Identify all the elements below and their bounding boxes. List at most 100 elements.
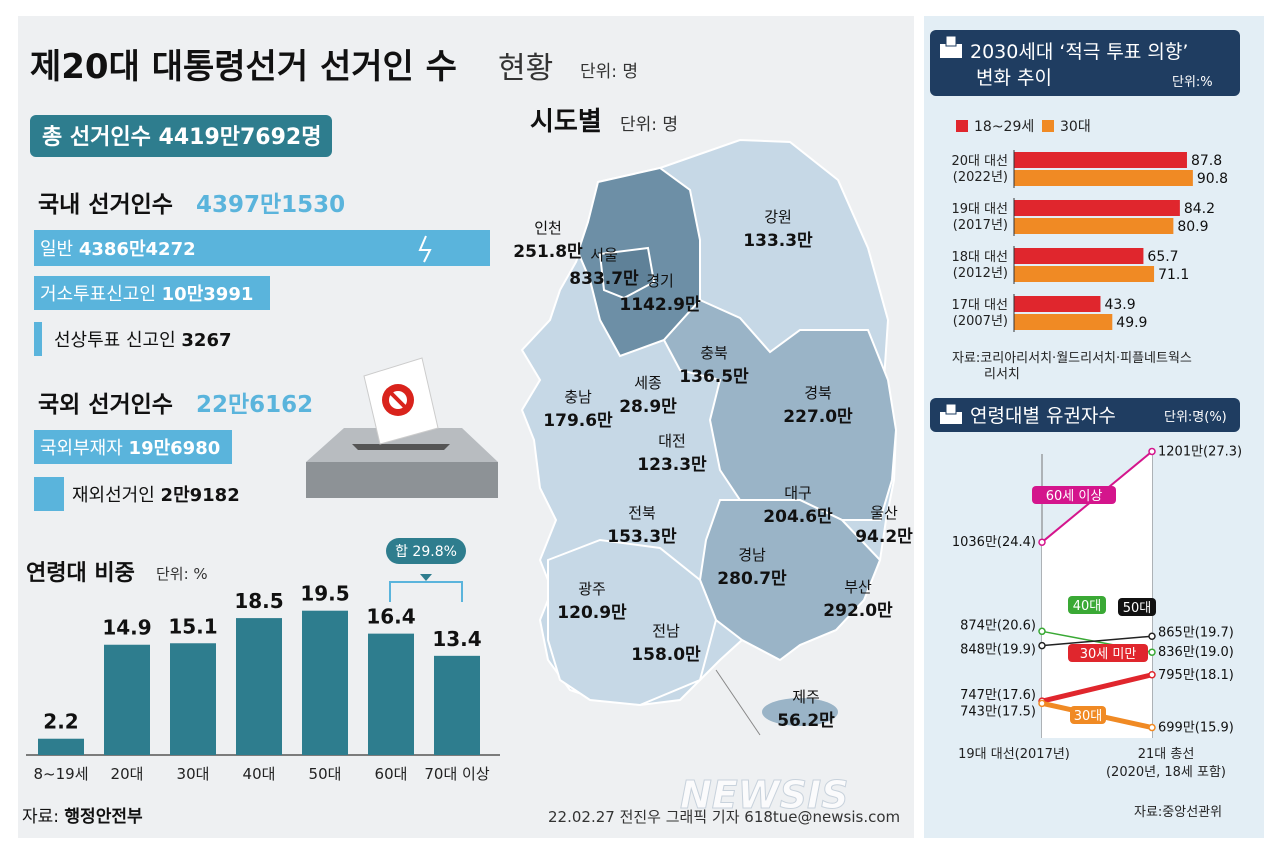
intent-legend: 18~29세 30대 xyxy=(956,119,1091,135)
intent-cat-0-line1: 20대 대선 xyxy=(951,154,1008,169)
intent-title-1: 2030세대 ‘적극 투표 의향’ xyxy=(970,41,1188,63)
map-region-name-7: 대전 xyxy=(658,432,686,450)
age-bar-label-0: 8~19세 xyxy=(34,765,89,783)
map-region-value-16: 56.2만 xyxy=(777,711,835,731)
general-label: 일반 4386만4272 xyxy=(40,239,196,260)
voters-point-right-2 xyxy=(1148,632,1156,640)
voters-label-right-3: 795만(18.1) xyxy=(1158,668,1234,683)
age-bar-value-2: 15.1 xyxy=(168,614,217,638)
map-region-value-9: 204.6만 xyxy=(763,507,833,527)
intent-legend-label-1: 30대 xyxy=(1060,119,1091,135)
voters-label-right-1: 836만(19.0) xyxy=(1158,645,1234,660)
intent-cat-1-line1: 19대 대선 xyxy=(951,202,1008,217)
map-region-value-8: 227.0만 xyxy=(783,407,853,427)
age-bar-label-6: 70대 이상 xyxy=(424,765,489,783)
absentee-bar xyxy=(34,276,270,310)
main-title: 제20대 대통령선거 선거인 수 xyxy=(30,47,457,87)
jeju-leader xyxy=(715,669,761,736)
voters-point-right-1 xyxy=(1148,648,1156,656)
map-region-name-5: 충남 xyxy=(564,388,592,406)
intent-cat-2-line1: 18대 대선 xyxy=(951,250,1008,265)
map-region-name-15: 전남 xyxy=(652,622,680,640)
age-bar-6 xyxy=(434,655,480,755)
ballot-icon xyxy=(940,35,962,58)
map-region-value-5: 179.6만 xyxy=(543,411,613,431)
intent-title-2: 변화 추이 xyxy=(976,67,1052,89)
voters-tag-bg-4 xyxy=(1070,706,1106,724)
newsis-watermark: NEWSIS xyxy=(680,773,849,817)
age-bar-value-0: 2.2 xyxy=(43,710,78,734)
map-region-value-0: 251.8만 xyxy=(513,242,583,262)
korea-map xyxy=(520,138,898,736)
age-bar-value-4: 19.5 xyxy=(300,582,349,606)
intent-bar-value-3-0: 43.9 xyxy=(1104,297,1135,313)
map-region-name-1: 서울 xyxy=(590,246,618,264)
voters-tag-2: 50대 xyxy=(1123,601,1152,616)
overseas-value: 22만6162 xyxy=(196,392,313,418)
map-jeju xyxy=(762,698,838,726)
sum-badge xyxy=(386,538,466,564)
voters-label-left-2: 848만(19.9) xyxy=(960,643,1036,658)
absentee-overseas-bar xyxy=(34,430,232,464)
voters-point-left-1 xyxy=(1038,627,1046,636)
map-region-name-0: 인천 xyxy=(534,219,562,237)
age-bar-0 xyxy=(38,738,84,755)
map-title: 시도별 xyxy=(530,107,602,137)
voters-tag-1: 40대 xyxy=(1073,599,1102,614)
total-label: 총 선거인수 4419만7692명 xyxy=(42,125,321,150)
general-bar xyxy=(34,230,490,266)
intent-bar-value-0-0: 87.8 xyxy=(1191,153,1222,169)
intent-cat-3-line2: (2007년) xyxy=(953,314,1008,329)
voters-label-left-4: 743만(17.5) xyxy=(960,704,1036,719)
overseas-resident-bar xyxy=(34,477,64,511)
map-region-name-6: 세종 xyxy=(634,374,662,392)
voters-point-right-4 xyxy=(1148,723,1156,732)
map-region-name-10: 울산 xyxy=(870,504,898,522)
overseas-label: 국외 선거인수 xyxy=(38,392,173,418)
voters-header xyxy=(930,398,1240,432)
intent-legend-swatch-0 xyxy=(956,120,968,132)
intent-bar-value-1-1: 80.9 xyxy=(1177,219,1208,235)
voters-tag-bg-1 xyxy=(1068,596,1106,614)
voters-tag-bg-0 xyxy=(1032,486,1116,504)
map-region-name-3: 강원 xyxy=(764,208,792,226)
age-bar-4 xyxy=(302,610,348,755)
ballot-box-icon xyxy=(306,357,498,498)
intent-bar-1-0 xyxy=(1014,200,1180,216)
intent-bar-0-0 xyxy=(1014,152,1187,168)
intent-cat-3-line1: 17대 대선 xyxy=(951,298,1008,313)
sum-badge-pointer xyxy=(420,574,432,581)
age-share-unit: 단위: % xyxy=(156,565,208,583)
age-bar-label-3: 40대 xyxy=(243,765,276,783)
voters-label-left-0: 1036만(24.4) xyxy=(952,535,1036,550)
credit-text: 22.02.27 전진우 그래픽 기자 618tue@newsis.com xyxy=(548,808,900,826)
map-region-value-4: 136.5만 xyxy=(679,367,749,387)
intent-cat-2-line2: (2012년) xyxy=(953,266,1008,281)
intent-source: 자료:코리아리서치·월드리서치·피플네트웍스 xyxy=(952,351,1192,366)
voters-lines: 1036만(24.4) 1201만(27.3) 60세 이상 874만(20.6) 83… xyxy=(952,444,1242,735)
main-title-unit: 단위: 명 xyxy=(580,62,638,82)
voters-60plus-area xyxy=(1042,451,1152,738)
age-bar-5 xyxy=(368,633,414,755)
map-region-value-2: 1142.9만 xyxy=(619,295,701,315)
map-region-value-12: 280.7만 xyxy=(717,569,787,589)
voters-line-2 xyxy=(1041,635,1153,647)
voters-label-right-4: 699만(15.9) xyxy=(1158,721,1234,736)
map-region-value-13: 292.0만 xyxy=(823,601,893,621)
map-region-value-1: 833.7만 xyxy=(569,269,639,289)
map-jeonnam xyxy=(547,538,718,707)
intent-cat-0-line2: (2022년) xyxy=(953,170,1008,185)
map-seoul xyxy=(598,246,656,300)
age-bar-value-3: 18.5 xyxy=(234,589,283,613)
intent-bars: 20대 대선(2022년) 87.8 90.8 19대 대선(2017년) 84.2 80… xyxy=(951,150,1228,332)
map-unit: 단위: 명 xyxy=(620,115,678,135)
intent-cat-1-line2: (2017년) xyxy=(953,218,1008,233)
map-region-name-12: 경남 xyxy=(738,546,766,564)
voters-x-left: 19대 대선(2017년) xyxy=(958,747,1070,762)
map-region-value-7: 123.3만 xyxy=(637,455,707,475)
voters-point-right-3 xyxy=(1148,671,1156,679)
map-region-name-14: 광주 xyxy=(578,580,606,598)
voters-source: 자료:중앙선관위 xyxy=(1134,805,1222,820)
